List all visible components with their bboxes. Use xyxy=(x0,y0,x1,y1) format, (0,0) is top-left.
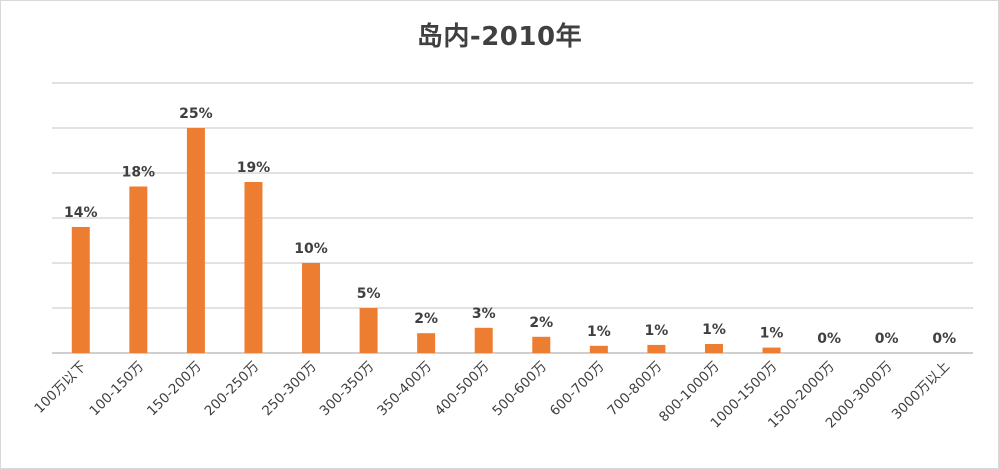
bar xyxy=(532,336,551,353)
data-label: 5% xyxy=(357,286,381,302)
x-tick-label: 500-600万 xyxy=(489,359,550,420)
chart-title: 岛内-2010年 xyxy=(416,22,583,52)
data-label: 1% xyxy=(702,322,726,338)
bar xyxy=(647,344,666,353)
data-label: 19% xyxy=(237,160,271,176)
x-tick-label: 200-250万 xyxy=(202,359,263,420)
data-label: 25% xyxy=(179,106,213,122)
x-tick-label: 100万以下 xyxy=(31,359,89,417)
data-label: 2% xyxy=(414,311,438,327)
x-tick-label: 250-300万 xyxy=(259,359,320,420)
data-label: 1% xyxy=(760,326,784,342)
bar xyxy=(704,344,723,353)
data-label: 0% xyxy=(875,331,899,347)
bar xyxy=(474,327,493,353)
x-tick-label: 3000万以上 xyxy=(889,359,953,423)
data-label: 2% xyxy=(529,315,553,331)
data-label: 14% xyxy=(64,205,98,221)
bar xyxy=(762,347,781,353)
bar xyxy=(186,128,205,353)
data-label: 18% xyxy=(122,165,156,181)
x-axis: 100万以下100-150万150-200万200-250万250-300万30… xyxy=(31,359,953,432)
data-labels: 14% 18% 25% 19% 10% 5% 2% 3% 2% 1% 1% 1% 1% 0% 0% 0% xyxy=(64,106,956,347)
bar xyxy=(417,333,436,353)
bar xyxy=(71,227,90,353)
data-label: 0% xyxy=(932,331,956,347)
bar xyxy=(129,186,148,353)
x-tick-label: 100-150万 xyxy=(86,359,147,420)
x-tick-label: 350-400万 xyxy=(374,359,435,420)
bar xyxy=(244,182,263,353)
x-tick-label: 150-200万 xyxy=(144,359,205,420)
bars xyxy=(71,128,781,353)
data-label: 0% xyxy=(817,331,841,347)
data-label: 1% xyxy=(587,324,611,340)
data-label: 10% xyxy=(294,241,328,257)
bar xyxy=(359,308,378,353)
data-label: 1% xyxy=(645,323,669,339)
bar xyxy=(589,345,608,353)
x-tick-label: 600-700万 xyxy=(547,359,608,420)
gridlines xyxy=(52,82,973,354)
x-tick-label: 400-500万 xyxy=(432,359,493,420)
x-tick-label: 700-800万 xyxy=(604,359,665,420)
x-tick-label: 300-350万 xyxy=(317,359,378,420)
data-label: 3% xyxy=(472,306,496,322)
bar xyxy=(302,263,321,353)
